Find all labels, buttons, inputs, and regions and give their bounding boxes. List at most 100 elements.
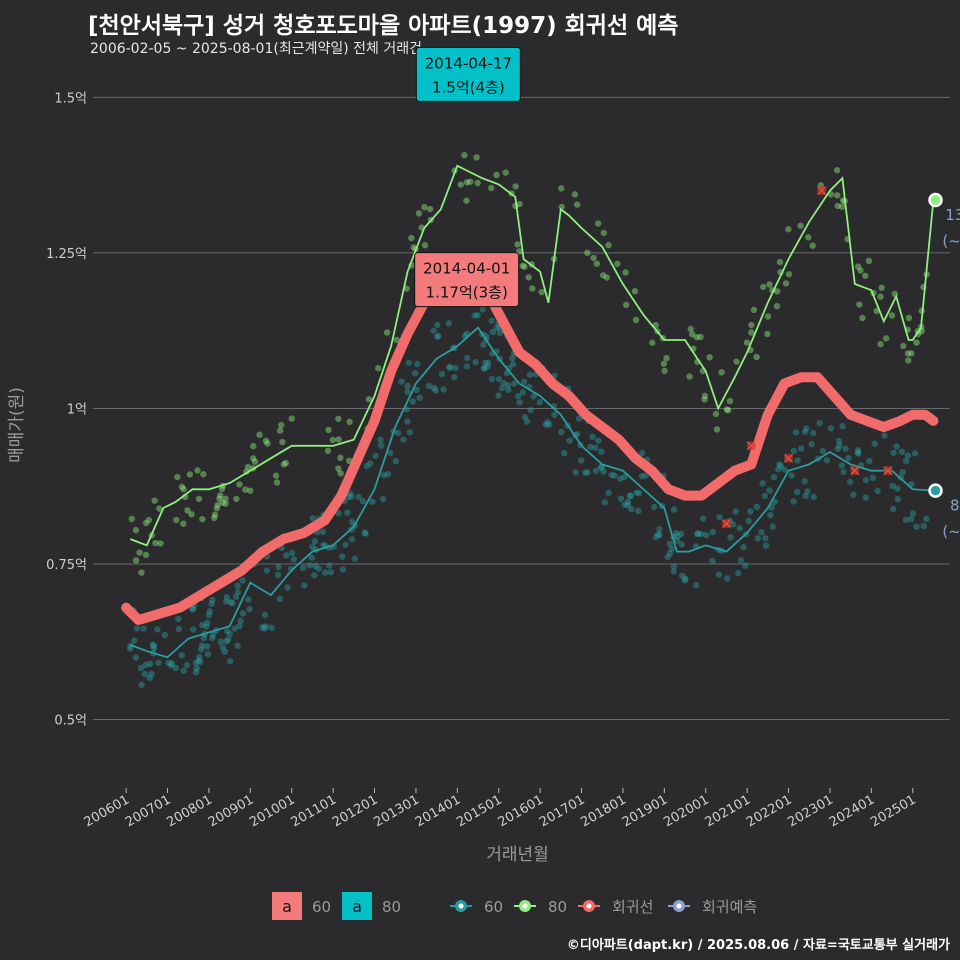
point-60: [495, 375, 503, 383]
point-60: [523, 418, 531, 425]
point-80: [180, 520, 187, 527]
point-80: [525, 274, 532, 281]
point-80: [687, 325, 694, 333]
point-60: [190, 626, 197, 633]
point-80: [733, 358, 740, 365]
point-80: [593, 260, 601, 267]
point-80: [862, 272, 869, 280]
point-60: [425, 382, 433, 390]
y-tick-label: 1억: [67, 402, 87, 417]
point-80: [421, 242, 429, 249]
point-60: [898, 448, 906, 455]
point-60: [326, 562, 333, 569]
legend-label: 60: [312, 898, 331, 916]
point-80: [216, 495, 223, 502]
point-60: [697, 530, 705, 538]
point-60: [650, 503, 658, 511]
point-60: [790, 498, 797, 505]
annotation-date: 2014-04-17: [425, 54, 512, 72]
point-60: [197, 646, 205, 653]
point-80: [174, 473, 181, 481]
point-60: [767, 512, 774, 519]
x-tick-label: 202301: [785, 792, 835, 830]
point-80: [605, 241, 612, 249]
point-60: [810, 493, 818, 501]
point-60: [204, 643, 211, 650]
point-60: [306, 562, 313, 569]
point-80: [514, 241, 521, 248]
point-60: [670, 563, 678, 570]
point-80: [590, 254, 597, 262]
point-60: [168, 661, 175, 669]
point-80: [773, 302, 781, 310]
point-60: [740, 544, 747, 551]
legend-swatch: [272, 892, 302, 920]
point-60: [793, 488, 801, 496]
point-80: [288, 415, 296, 422]
legend-dot-center: [458, 903, 464, 909]
point-60: [226, 658, 234, 665]
series-80-line: [129, 164, 935, 547]
point-80: [408, 234, 415, 242]
point-60: [355, 493, 362, 501]
point-60: [519, 389, 527, 396]
point-60: [482, 359, 489, 367]
point-60: [196, 653, 203, 661]
point-60: [259, 624, 266, 631]
point-60: [827, 425, 835, 432]
point-60: [463, 354, 471, 362]
point-60: [628, 506, 635, 513]
point-60: [862, 477, 870, 484]
forecast-point-cross: [746, 441, 756, 451]
point-60: [284, 584, 291, 591]
point-60: [311, 538, 319, 545]
point-80: [663, 354, 670, 362]
point-80: [631, 288, 639, 295]
point-60: [633, 489, 640, 496]
point-80: [128, 515, 135, 523]
x-tick-label: 201501: [454, 792, 504, 830]
point-60: [781, 466, 788, 473]
point-80: [701, 396, 708, 403]
point-60: [320, 541, 327, 549]
point-60: [595, 437, 602, 444]
point-60: [175, 625, 183, 633]
point-80: [222, 500, 229, 507]
point-60: [866, 457, 873, 465]
point-80: [877, 340, 884, 348]
point-60: [141, 670, 149, 678]
point-80: [538, 288, 545, 296]
point-60: [836, 442, 843, 449]
point-60: [301, 582, 308, 589]
point-80: [833, 167, 841, 174]
point-60: [319, 528, 327, 535]
point-80: [457, 181, 464, 188]
point-80: [210, 514, 218, 522]
point-60: [189, 605, 196, 613]
point-80: [905, 357, 912, 364]
point-60: [239, 610, 247, 617]
point-60: [803, 425, 810, 432]
x-tick-label: 201601: [496, 792, 546, 830]
x-tick-label: 201701: [537, 792, 587, 830]
point-60: [438, 370, 446, 378]
point-80: [776, 258, 784, 266]
point-60: [395, 429, 402, 437]
point-80: [463, 179, 471, 186]
point-60: [261, 625, 268, 632]
point-60: [621, 473, 628, 481]
point-80: [632, 316, 640, 324]
point-60: [227, 598, 234, 606]
point-80: [467, 178, 474, 185]
point-80: [195, 495, 203, 503]
chart-subtitle: 2006-02-05 ~ 2025-08-01(최근계약일) 전체 거래건: [90, 41, 422, 57]
point-80: [194, 467, 201, 474]
point-60: [682, 575, 689, 583]
forecast-point-cross: [850, 466, 860, 476]
point-60: [673, 537, 681, 544]
point-60: [673, 529, 680, 537]
point-60: [192, 668, 200, 676]
point-60: [893, 443, 900, 450]
point-60: [759, 480, 766, 487]
point-60: [753, 503, 761, 511]
